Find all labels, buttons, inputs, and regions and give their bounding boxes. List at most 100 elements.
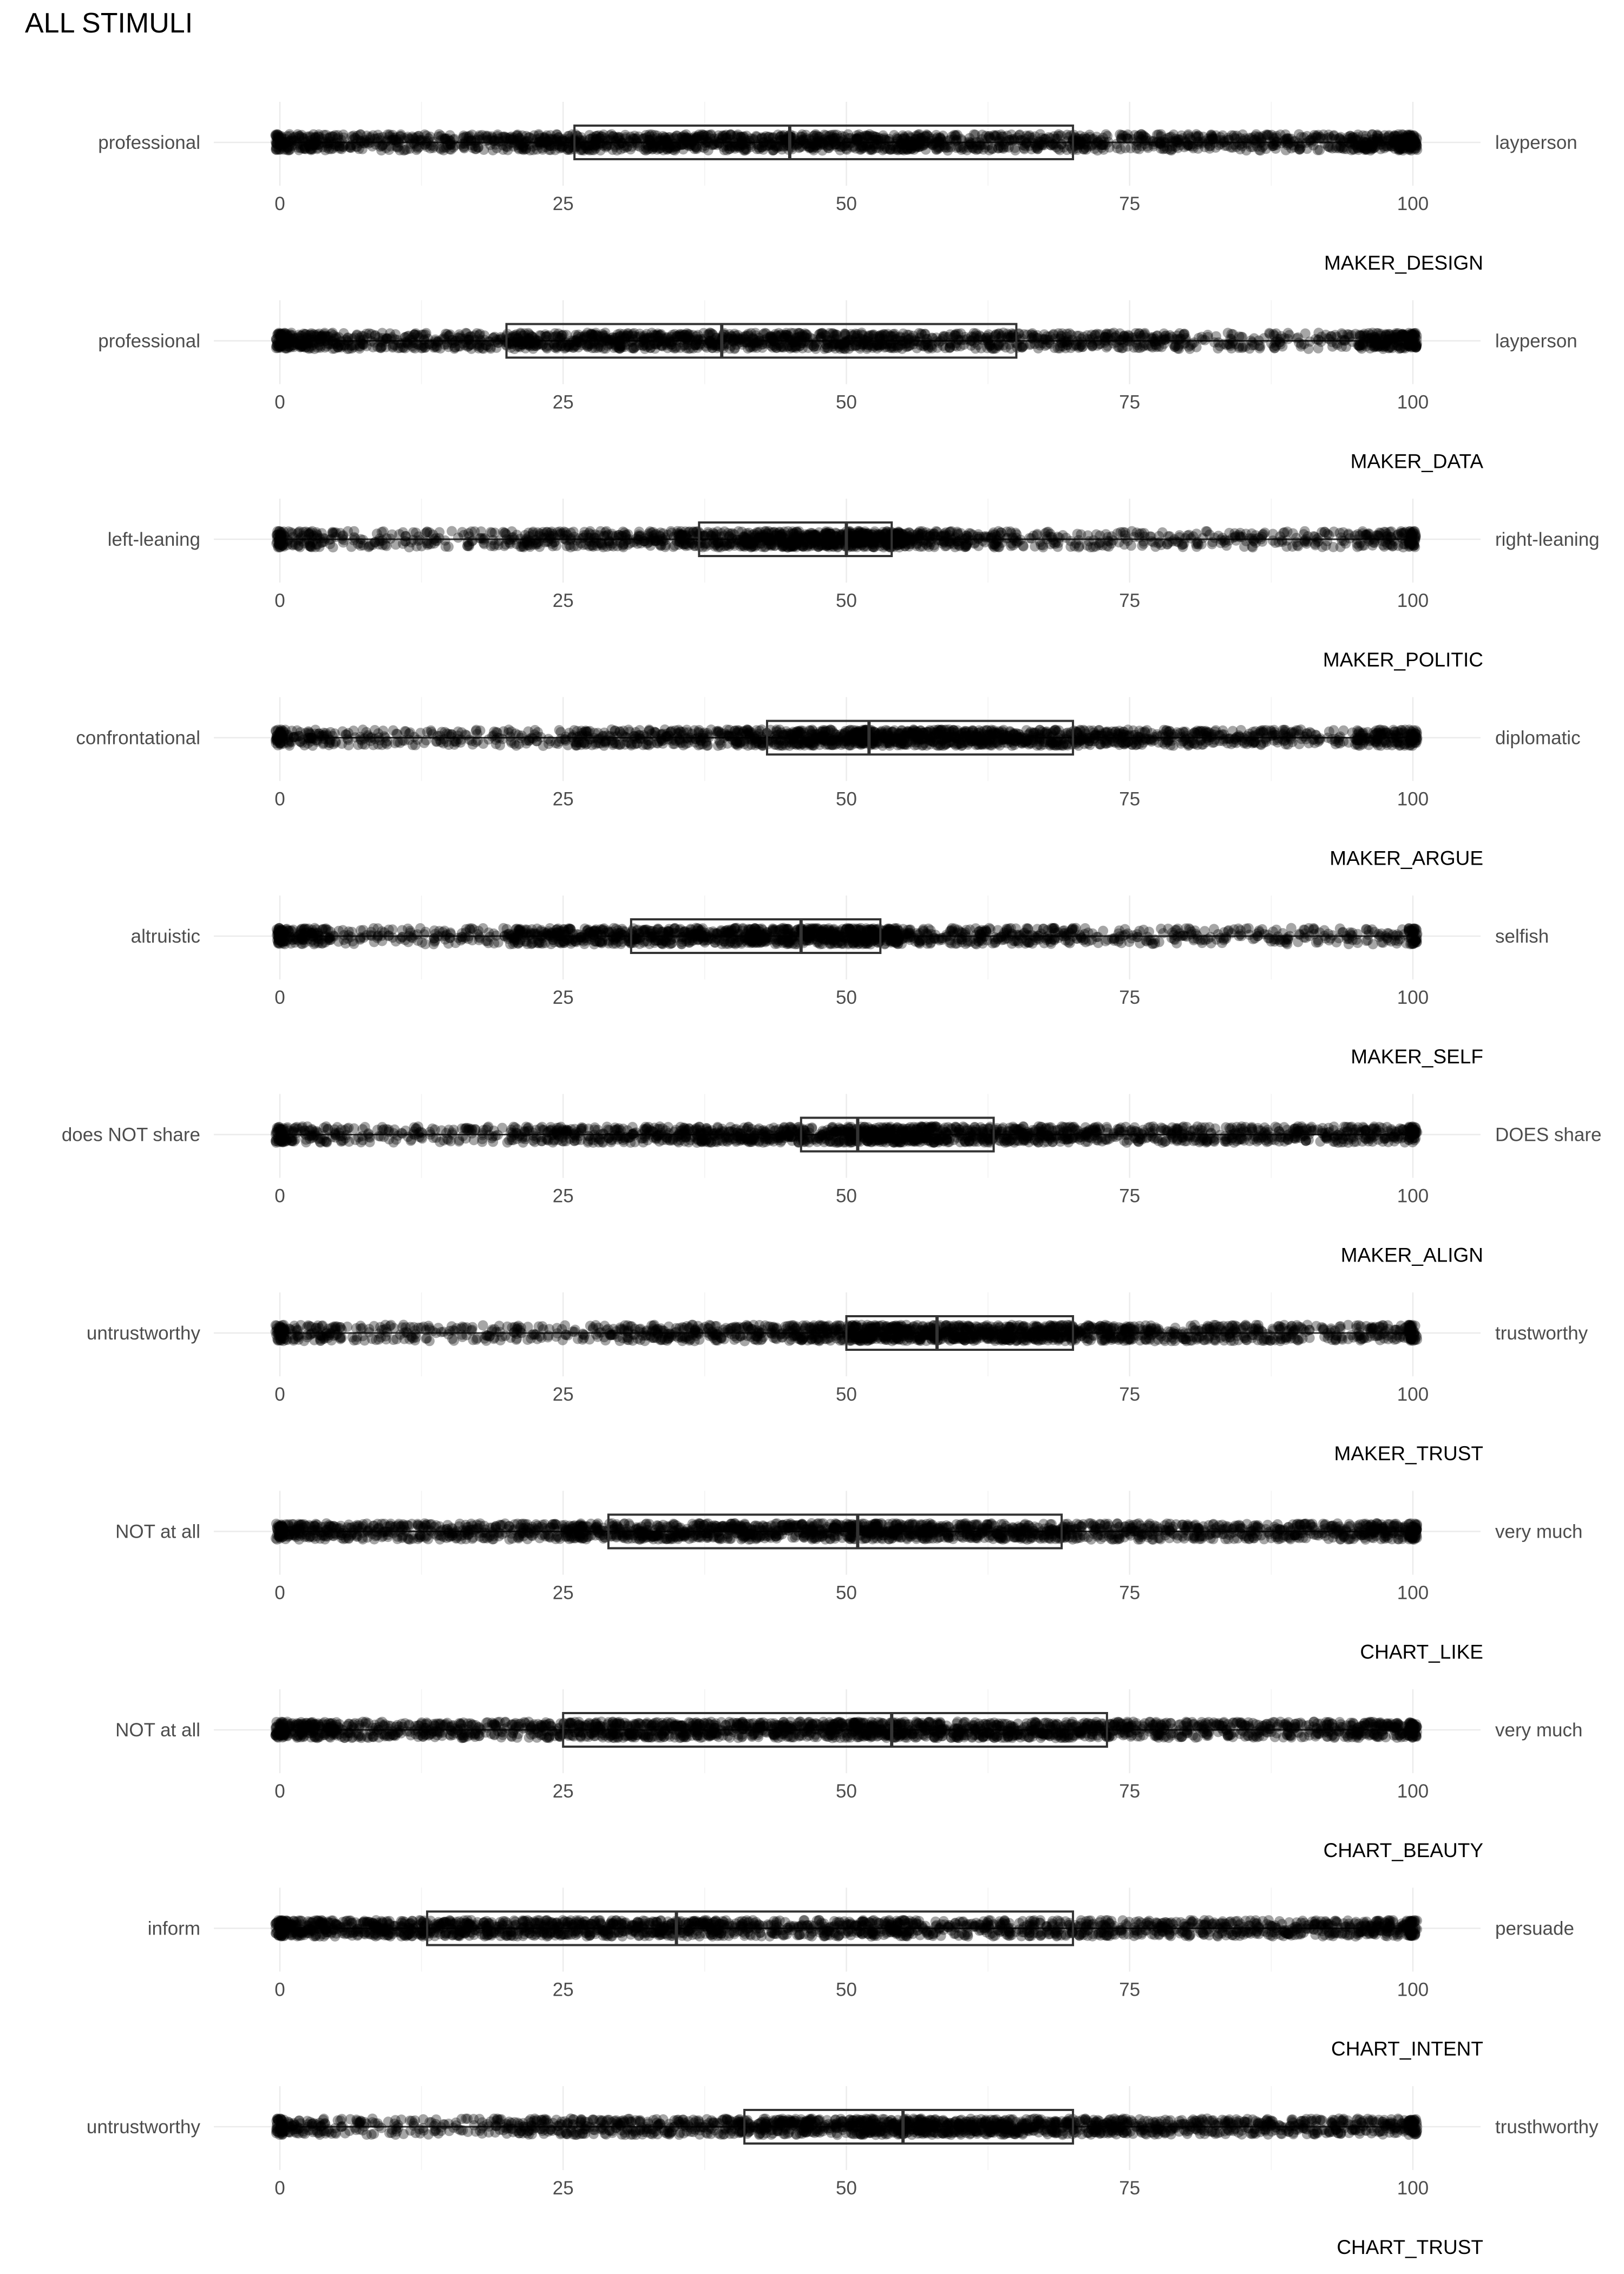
- data-point: [388, 132, 398, 143]
- data-point: [429, 141, 440, 152]
- data-point: [395, 145, 405, 155]
- data-point: [438, 133, 449, 144]
- data-point: [324, 143, 335, 154]
- right-pole-label: layperson: [1495, 331, 1577, 352]
- data-point: [1294, 140, 1305, 151]
- data-point: [404, 134, 415, 145]
- data-point: [738, 132, 749, 142]
- data-point: [1295, 341, 1306, 352]
- data-point: [331, 141, 342, 152]
- data-point: [449, 343, 460, 354]
- data-point: [338, 141, 349, 152]
- data-point: [387, 129, 398, 140]
- data-point: [306, 138, 316, 149]
- data-point: [482, 130, 493, 141]
- data-point: [865, 145, 875, 155]
- data-point: [318, 129, 329, 140]
- data-point: [472, 328, 482, 339]
- data-point: [1281, 135, 1292, 146]
- data-point: [441, 142, 451, 153]
- data-point: [306, 139, 317, 150]
- data-point: [395, 130, 406, 141]
- data-point: [445, 138, 456, 149]
- data-point: [472, 340, 483, 351]
- data-point: [852, 135, 863, 146]
- data-point: [532, 537, 542, 548]
- data-point: [1366, 332, 1377, 343]
- data-point: [440, 133, 450, 143]
- data-point: [389, 134, 400, 145]
- data-point: [310, 139, 320, 149]
- data-point: [382, 129, 393, 140]
- data-point: [398, 145, 409, 156]
- data-point: [1188, 139, 1198, 149]
- data-point: [844, 337, 855, 348]
- data-point: [271, 130, 281, 141]
- data-point: [420, 139, 430, 150]
- x-tick-label: 50: [836, 193, 857, 214]
- data-point: [312, 140, 323, 151]
- data-point: [604, 339, 614, 350]
- data-point: [852, 330, 862, 341]
- data-point: [923, 343, 934, 354]
- data-point: [355, 138, 366, 149]
- data-point: [575, 145, 586, 155]
- data-point: [299, 142, 310, 153]
- data-point: [330, 141, 340, 152]
- data-point: [282, 142, 293, 153]
- data-point: [308, 129, 319, 140]
- data-point: [300, 143, 311, 154]
- data-point: [385, 141, 396, 152]
- data-point: [352, 134, 363, 145]
- data-point: [335, 138, 345, 148]
- data-point: [333, 132, 344, 143]
- data-point: [639, 343, 650, 354]
- data-point: [798, 541, 809, 552]
- data-point: [402, 331, 412, 342]
- data-point: [318, 137, 329, 148]
- data-point: [416, 329, 427, 340]
- point-cloud: [270, 129, 1423, 156]
- data-point: [631, 533, 641, 544]
- data-point: [1312, 145, 1323, 155]
- data-point: [359, 138, 370, 148]
- data-point: [815, 328, 826, 339]
- x-tick-label: 100: [1397, 392, 1429, 413]
- data-point: [320, 136, 331, 147]
- data-point: [639, 144, 650, 155]
- data-point: [438, 142, 449, 153]
- data-point: [1244, 133, 1255, 143]
- left-pole-label: professional: [98, 132, 200, 153]
- data-point: [730, 335, 740, 345]
- data-point: [435, 142, 446, 153]
- data-point: [679, 329, 690, 340]
- data-point: [996, 142, 1006, 153]
- data-point: [280, 136, 291, 147]
- data-point: [841, 138, 852, 148]
- data-point: [325, 136, 336, 147]
- data-point: [283, 136, 293, 147]
- data-point: [399, 133, 410, 143]
- data-point: [409, 134, 420, 145]
- data-point: [314, 135, 325, 146]
- data-point: [419, 338, 430, 349]
- data-point: [297, 136, 308, 147]
- data-point: [285, 135, 296, 146]
- data-point: [662, 139, 672, 149]
- data-point: [564, 130, 574, 141]
- data-point: [596, 538, 607, 549]
- data-point: [309, 134, 320, 145]
- data-point: [1071, 330, 1082, 341]
- data-point: [328, 143, 338, 154]
- data-point: [412, 143, 423, 154]
- data-point: [535, 330, 546, 341]
- data-point: [400, 145, 410, 155]
- data-point: [355, 129, 365, 140]
- data-point: [1184, 343, 1195, 354]
- data-point: [320, 145, 331, 155]
- data-point: [313, 139, 324, 150]
- data-point: [348, 130, 359, 141]
- data-point: [297, 143, 308, 154]
- data-point: [392, 142, 403, 153]
